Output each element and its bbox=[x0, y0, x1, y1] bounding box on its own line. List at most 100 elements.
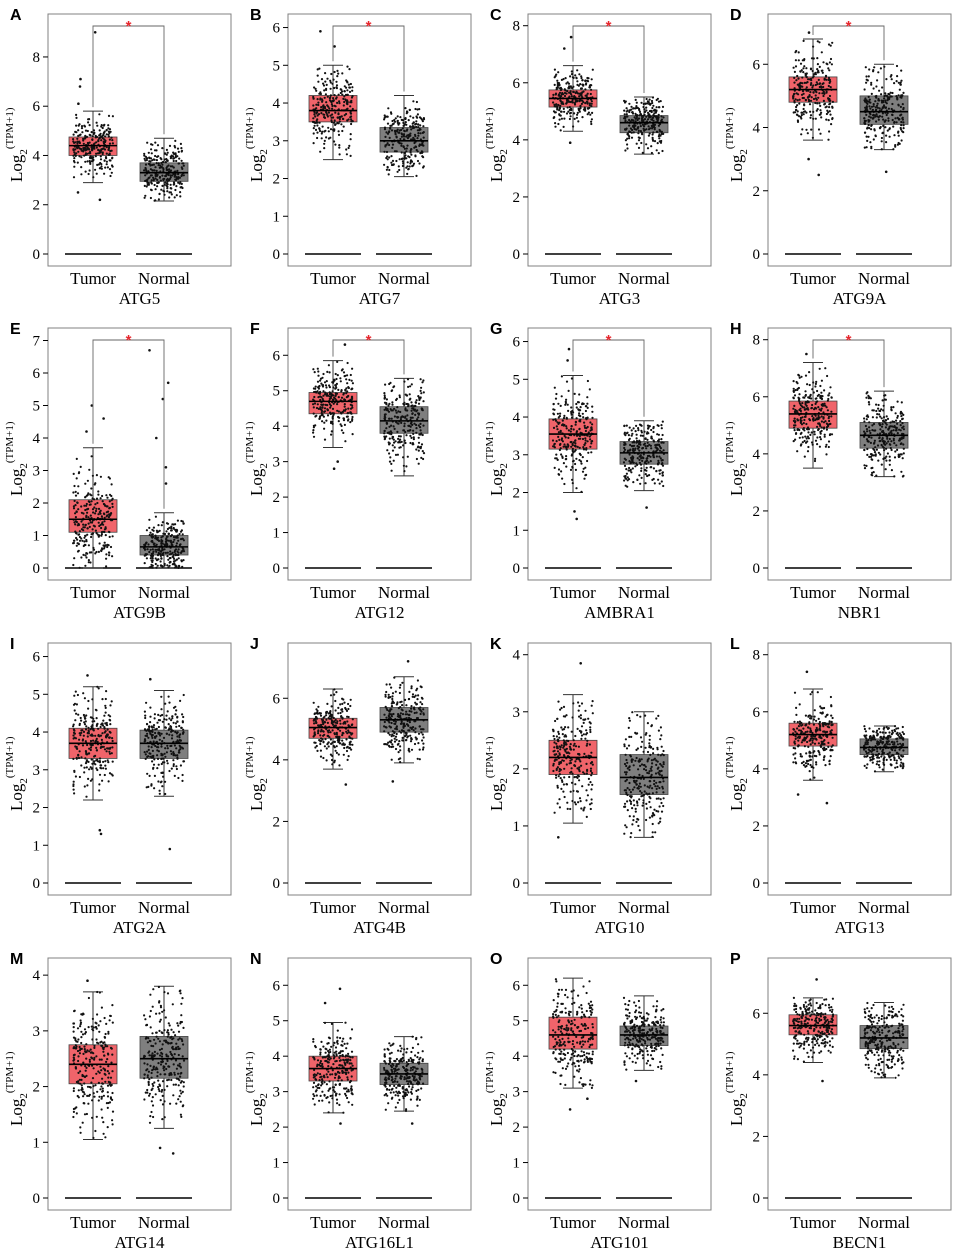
data-point bbox=[866, 430, 869, 433]
data-point bbox=[648, 102, 651, 106]
data-point bbox=[103, 516, 106, 519]
data-point bbox=[559, 442, 562, 446]
data-point bbox=[153, 169, 156, 172]
data-point bbox=[155, 550, 158, 553]
data-point bbox=[157, 164, 160, 167]
data-point bbox=[825, 422, 828, 425]
data-point bbox=[312, 426, 315, 429]
data-point bbox=[889, 91, 892, 94]
data-point bbox=[582, 448, 586, 451]
data-point bbox=[899, 429, 902, 432]
y-tick-label: 4 bbox=[753, 447, 761, 463]
data-point bbox=[99, 475, 102, 478]
data-point bbox=[386, 409, 389, 412]
data-point bbox=[662, 116, 665, 119]
data-point bbox=[642, 456, 645, 460]
data-point bbox=[104, 730, 107, 733]
data-point bbox=[350, 122, 353, 126]
data-point bbox=[806, 435, 809, 438]
data-point bbox=[104, 704, 107, 707]
data-point bbox=[166, 710, 169, 713]
data-point bbox=[155, 538, 158, 541]
data-point bbox=[415, 431, 418, 434]
data-point bbox=[164, 780, 167, 783]
data-point bbox=[646, 441, 649, 444]
data-point bbox=[152, 163, 155, 166]
data-point bbox=[166, 177, 169, 180]
data-point bbox=[385, 427, 388, 430]
data-point bbox=[416, 116, 419, 119]
data-point bbox=[408, 393, 411, 396]
data-point bbox=[85, 725, 88, 728]
data-point bbox=[88, 124, 91, 127]
data-point bbox=[805, 422, 808, 426]
data-point bbox=[900, 120, 903, 124]
data-point bbox=[78, 134, 81, 137]
data-point bbox=[632, 124, 635, 127]
data-point bbox=[658, 137, 661, 140]
data-point bbox=[421, 381, 424, 384]
data-point bbox=[323, 139, 326, 142]
data-point bbox=[90, 535, 93, 539]
data-point bbox=[150, 148, 153, 151]
data-point bbox=[168, 553, 171, 556]
data-point bbox=[413, 141, 416, 145]
data-point bbox=[334, 397, 337, 400]
data-point bbox=[83, 723, 87, 726]
data-point bbox=[580, 75, 583, 78]
data-point bbox=[588, 388, 591, 391]
significance-bracket: * bbox=[332, 332, 405, 375]
box-tumor bbox=[68, 674, 118, 836]
data-point bbox=[161, 565, 164, 568]
jitter-points bbox=[623, 96, 665, 155]
data-point bbox=[318, 67, 321, 70]
data-point bbox=[145, 786, 148, 789]
data-point bbox=[629, 448, 632, 451]
data-point bbox=[869, 116, 872, 119]
data-point bbox=[102, 512, 105, 515]
y-tick-label: 0 bbox=[513, 247, 521, 263]
data-point bbox=[552, 402, 555, 406]
data-point bbox=[91, 767, 94, 770]
data-point bbox=[98, 524, 101, 528]
data-point bbox=[869, 397, 872, 400]
outlier-point bbox=[99, 832, 103, 836]
data-point bbox=[567, 389, 570, 392]
significance-bracket: * bbox=[812, 332, 885, 388]
data-point bbox=[321, 406, 324, 409]
data-point bbox=[574, 449, 577, 452]
data-point bbox=[651, 101, 654, 105]
data-point bbox=[804, 441, 808, 444]
data-point bbox=[579, 406, 582, 409]
data-point bbox=[559, 447, 562, 450]
data-point bbox=[643, 113, 646, 116]
data-point bbox=[317, 385, 321, 388]
data-point bbox=[408, 108, 411, 112]
data-point bbox=[888, 135, 891, 138]
data-point bbox=[97, 507, 101, 510]
data-point bbox=[421, 418, 424, 421]
data-point bbox=[813, 73, 816, 76]
data-point bbox=[899, 105, 902, 108]
data-point bbox=[567, 86, 570, 90]
data-point bbox=[885, 415, 888, 418]
data-point bbox=[417, 412, 420, 415]
data-point bbox=[415, 423, 418, 427]
data-point bbox=[816, 40, 819, 43]
data-point bbox=[149, 721, 152, 724]
data-point bbox=[175, 542, 178, 545]
data-point bbox=[74, 494, 78, 497]
data-point bbox=[567, 429, 570, 432]
jitter-points bbox=[792, 352, 834, 463]
data-point bbox=[625, 110, 628, 113]
data-point bbox=[326, 370, 329, 373]
data-point bbox=[416, 137, 419, 140]
significance-star: * bbox=[606, 332, 612, 349]
data-point bbox=[808, 383, 811, 387]
data-point bbox=[403, 156, 406, 159]
data-point bbox=[883, 442, 886, 445]
data-point bbox=[648, 425, 651, 428]
data-point bbox=[632, 119, 635, 122]
data-point bbox=[811, 403, 814, 407]
data-point bbox=[578, 434, 581, 438]
